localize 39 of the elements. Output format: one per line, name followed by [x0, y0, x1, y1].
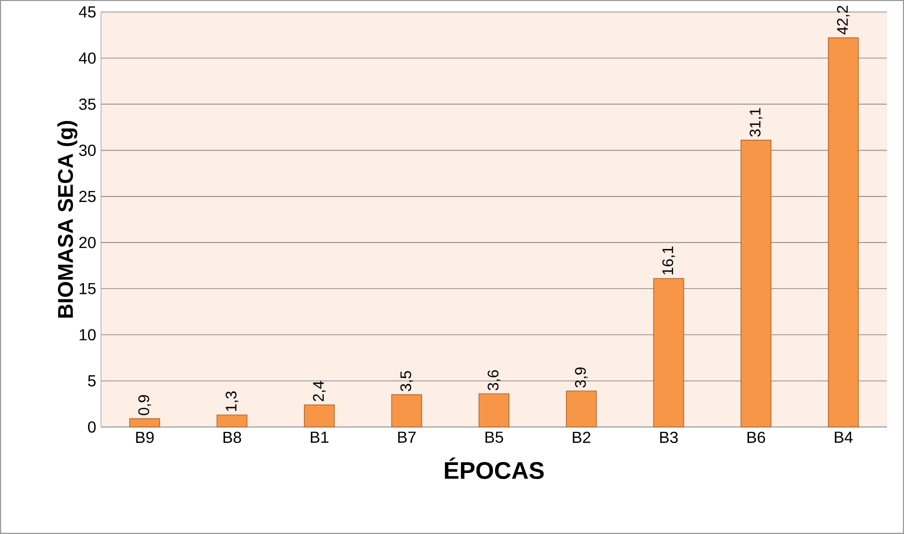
- y-tick-label: 40: [78, 52, 96, 64]
- data-label: 0,9: [138, 395, 152, 416]
- bar: [129, 418, 160, 428]
- data-label: 16,1: [662, 246, 676, 274]
- y-tick-label: 20: [79, 236, 96, 248]
- x-tick-label: B8: [224, 432, 242, 444]
- x-tick-label: B3: [660, 432, 678, 444]
- bar: [740, 140, 772, 428]
- data-label: 3,5: [400, 371, 414, 392]
- data-label: 1,3: [226, 391, 238, 411]
- bar: [391, 394, 422, 428]
- y-tick-label: 30: [79, 144, 96, 156]
- data-label: 31,1: [750, 108, 762, 137]
- bar: [566, 390, 597, 428]
- data-label: 3,6: [488, 370, 500, 390]
- x-tick-label: B6: [748, 432, 766, 444]
- bar: [304, 404, 335, 428]
- bar: [216, 414, 248, 428]
- bar: [828, 37, 859, 428]
- y-tick-label: 15: [80, 283, 96, 294]
- y-tick-label: 5: [88, 375, 96, 386]
- x-tick-label: B9: [136, 432, 154, 444]
- y-tick-label: 45: [78, 6, 96, 18]
- x-tick-label: B1: [310, 432, 328, 443]
- x-axis-title: ÉPOCAS: [444, 458, 544, 480]
- data-label: 42,2: [836, 6, 850, 35]
- y-tick-label: 0: [88, 421, 96, 433]
- x-tick-label: B4: [834, 432, 853, 443]
- data-label: 2,4: [313, 381, 326, 402]
- bar: [653, 278, 684, 428]
- y-tick-label: 35: [79, 98, 96, 110]
- x-tick-label: B2: [572, 432, 590, 443]
- y-tick-label: 25: [79, 190, 96, 202]
- y-tick-label: 10: [80, 329, 96, 340]
- data-label: 3,9: [575, 368, 588, 388]
- y-axis-title: BIOMASA SECA (g): [57, 121, 78, 318]
- bar: [478, 393, 510, 428]
- x-tick-label: B5: [486, 432, 504, 443]
- x-tick-label: B7: [398, 432, 416, 443]
